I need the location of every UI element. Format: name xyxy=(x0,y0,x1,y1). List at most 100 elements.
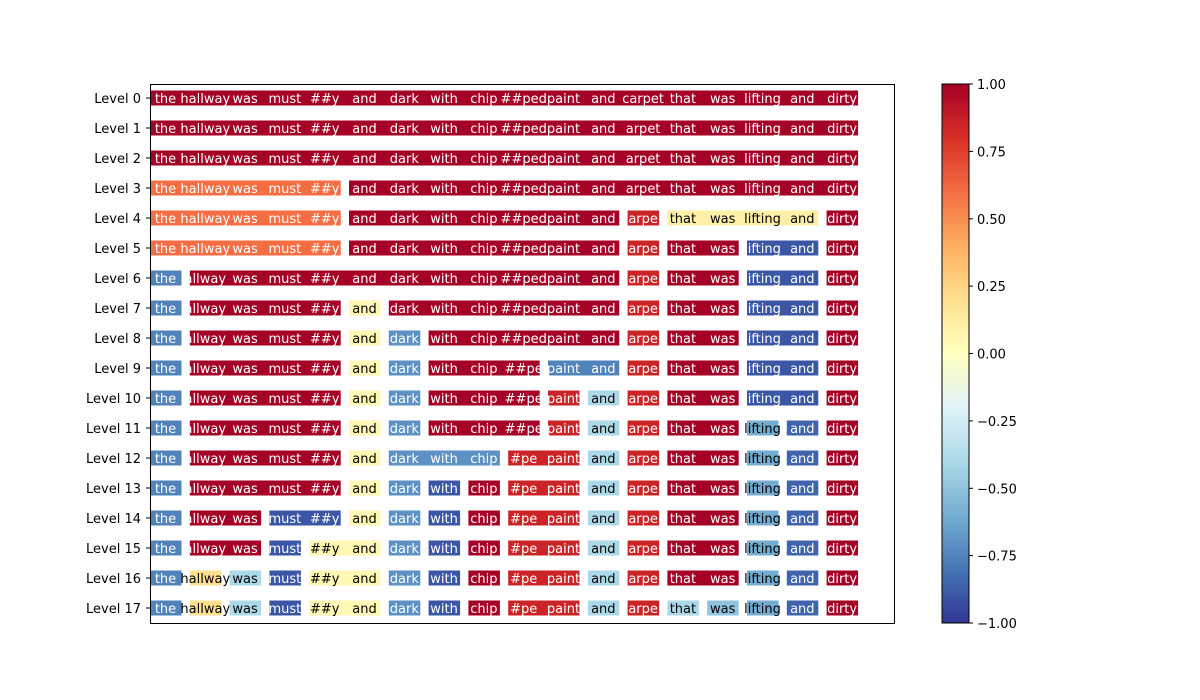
heatmap-cell xyxy=(826,570,859,586)
heatmap-cell xyxy=(707,270,739,286)
token-label: that xyxy=(670,542,696,557)
heatmap-cell xyxy=(229,330,270,346)
token-label: was xyxy=(232,362,258,377)
heatmap-cell xyxy=(189,390,231,406)
token-label: paint xyxy=(547,482,580,497)
token-label: dirty xyxy=(827,272,857,287)
heatmap-cell xyxy=(587,570,620,586)
token-label: and xyxy=(591,332,615,347)
heatmap-cell xyxy=(707,600,739,616)
heatmap-cell xyxy=(627,300,660,316)
heatmap-cell xyxy=(189,120,231,136)
heatmap-cell xyxy=(707,210,748,226)
heatmap-cell xyxy=(786,510,819,526)
token-label: arpe xyxy=(628,452,658,467)
heatmap-cell xyxy=(508,360,540,376)
heatmap-cell xyxy=(587,330,620,346)
token-label: ##ped xyxy=(501,182,547,197)
colorbar-tick-label: 0.00 xyxy=(977,348,1006,363)
heatmap-cell xyxy=(428,150,469,166)
heatmap-cell xyxy=(587,540,620,556)
heatmap-cell xyxy=(388,90,430,106)
heatmap-cell xyxy=(627,120,668,136)
token-label: with xyxy=(430,572,458,587)
row-label: Level 14 xyxy=(86,512,141,527)
token-label: dirty xyxy=(827,542,857,557)
token-label: #pe xyxy=(510,602,537,617)
heatmap-cell xyxy=(468,120,509,136)
token-label: arpe xyxy=(628,422,658,437)
token-label: was xyxy=(710,602,736,617)
heatmap-row: the hallway was must ##y and dark with chip #pe pa… xyxy=(150,570,859,587)
token-label: lifting xyxy=(744,602,781,617)
colorbar-tick-label: 1.00 xyxy=(977,78,1006,93)
token-label: and xyxy=(352,242,376,257)
heatmap-cell xyxy=(150,240,191,256)
token-label: chip xyxy=(470,602,497,617)
heatmap-cell xyxy=(349,300,381,316)
heatmap-cell xyxy=(707,240,739,256)
heatmap-row: the hallway was must ##y and dark with chip #pe pa… xyxy=(150,600,859,617)
token-label: the xyxy=(155,212,176,227)
token-label: that xyxy=(670,422,696,437)
token-label: ##y xyxy=(310,242,340,257)
token-label: dark xyxy=(390,152,420,167)
heatmap-cell xyxy=(587,360,620,376)
token-label: the xyxy=(155,272,176,287)
token-label: allway xyxy=(185,482,227,497)
heatmap-cell xyxy=(309,450,341,466)
token-label: with xyxy=(430,122,458,137)
heatmap-cell xyxy=(150,540,182,556)
heatmap-cell xyxy=(786,540,819,556)
token-label: arpe xyxy=(628,302,658,317)
heatmap-cell xyxy=(667,150,708,166)
heatmap-cell xyxy=(309,90,350,106)
heatmap-cell xyxy=(269,480,310,496)
token-label: arpe xyxy=(628,572,658,587)
token-label: was xyxy=(232,512,258,527)
heatmap-cell xyxy=(269,120,310,136)
heatmap-cell xyxy=(667,600,699,616)
token-label: was xyxy=(710,542,736,557)
token-label: paint xyxy=(547,152,580,167)
heatmap-cell xyxy=(747,450,779,466)
heatmap-cell xyxy=(548,360,589,376)
heatmap-cell xyxy=(229,570,262,586)
token-label: and xyxy=(591,152,615,167)
heatmap-cell xyxy=(150,480,182,496)
heatmap-cell xyxy=(548,90,589,106)
heatmap-cell xyxy=(150,300,182,316)
heatmap-cell xyxy=(388,330,421,346)
heatmap-cell xyxy=(587,480,620,496)
token-label: and xyxy=(790,122,814,137)
token-label: dirty xyxy=(827,362,857,377)
heatmap-cell xyxy=(627,570,660,586)
heatmap-cell xyxy=(707,300,739,316)
token-label: must xyxy=(269,452,302,467)
row-label: Level 7 xyxy=(94,302,141,317)
token-label: allway xyxy=(185,332,227,347)
token-label: the xyxy=(155,92,176,107)
heatmap-cell xyxy=(269,540,301,556)
token-label: arpet xyxy=(626,122,661,137)
token-label: the xyxy=(155,122,176,137)
heatmap-cell xyxy=(428,330,469,346)
heatmap-cell xyxy=(309,480,341,496)
heatmap-cell xyxy=(627,540,660,556)
row-label: Level 16 xyxy=(86,572,141,587)
token-label: must xyxy=(269,362,302,377)
token-label: the xyxy=(155,332,176,347)
heatmap-cell xyxy=(627,390,660,406)
heatmap-cell xyxy=(309,180,341,196)
heatmap-cell xyxy=(468,480,500,496)
token-label: with xyxy=(430,602,458,617)
token-label: lifting xyxy=(744,452,781,467)
token-label: paint xyxy=(547,92,580,107)
heatmap-cell xyxy=(826,120,859,136)
token-label: dark xyxy=(390,362,420,377)
token-label: and xyxy=(352,272,376,287)
token-label: that xyxy=(670,482,696,497)
colorbar-ticks: 1.00 0.75 0.50 0.25 0.00 −0.25 −0.50 −0.75 −1.00 xyxy=(969,78,1017,632)
token-label: ##ped xyxy=(501,302,547,317)
row-label: Level 9 xyxy=(94,362,141,377)
